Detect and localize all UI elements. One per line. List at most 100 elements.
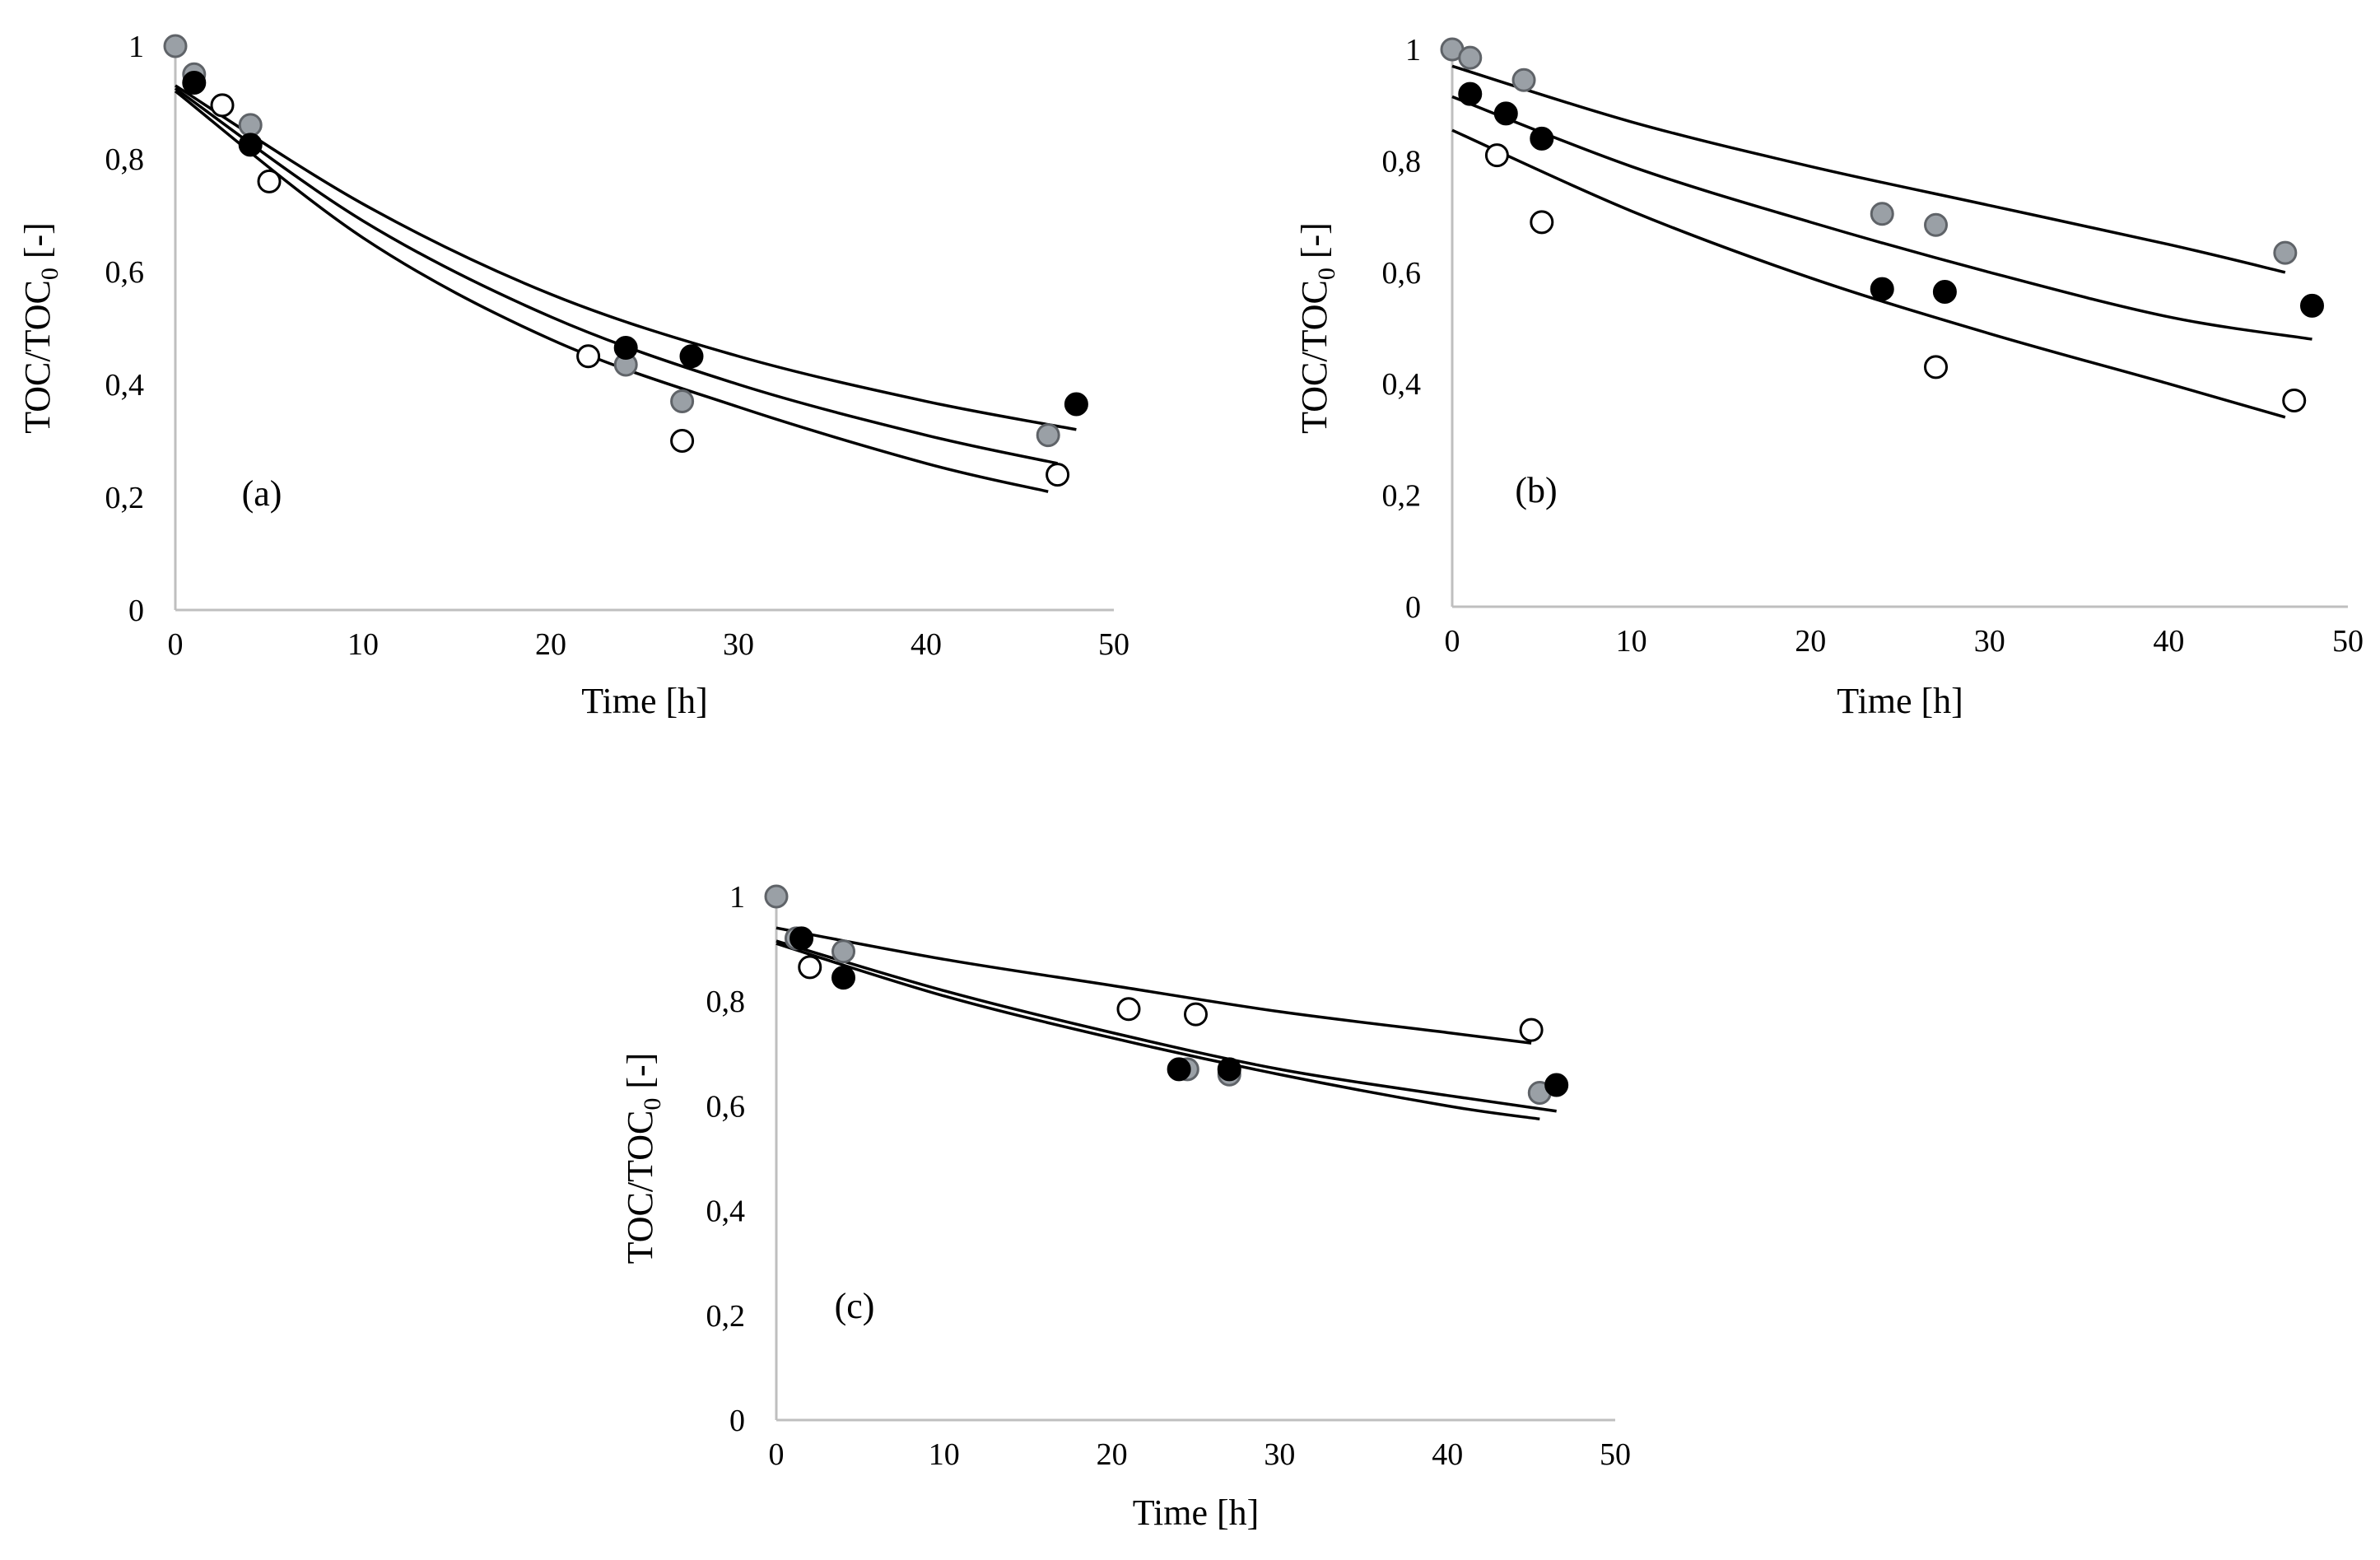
x-axis-title: Time [h] (1133, 1492, 1260, 1533)
y-axis-title-suffix: [-] (17, 222, 58, 268)
y-axis-title: TOC/TOC0 [-] (620, 1053, 666, 1264)
x-tick-label: 40 (1432, 1437, 1463, 1472)
data-point-white (670, 429, 695, 453)
chart-panel-a: 0 10 20 30 40 50 0 0,2 0,4 0,6 0,8 1 Time [h] TOC/TOC… (17, 30, 1129, 721)
fit-curve-1 (775, 926, 1532, 1045)
data-point-gray (163, 34, 188, 58)
data-point-gray (1511, 68, 1536, 92)
fit-curve-2 (174, 86, 1058, 465)
data-point-black (789, 926, 814, 951)
y-tick-label: 0,4 (1382, 367, 1422, 402)
x-tick-label: 20 (1097, 1437, 1128, 1472)
y-tick-label: 0,6 (1382, 256, 1422, 291)
x-tick-label: 30 (1974, 624, 2005, 659)
fit-curve-3 (1451, 128, 2286, 419)
data-point-gray (2273, 240, 2298, 265)
panel-label: (a) (242, 473, 282, 514)
data-point-gray (1924, 212, 1949, 237)
fit-curve-3 (775, 942, 1540, 1121)
y-tick-label: 0,6 (706, 1089, 746, 1124)
data-point-gray (670, 389, 695, 414)
data-point-white (1116, 997, 1141, 1022)
data-point-white (1046, 463, 1070, 487)
data-point-black (831, 966, 856, 990)
x-tick-label: 0 (168, 627, 184, 662)
data-point-black (1217, 1057, 1241, 1082)
x-tick-label: 50 (2332, 624, 2364, 659)
y-tick-label: 1 (729, 880, 745, 915)
data-point-black (2299, 293, 2324, 318)
data-point-white (576, 344, 601, 369)
data-point-white (257, 169, 282, 193)
data-point-black (1932, 279, 1957, 304)
data-point-black (1544, 1073, 1569, 1097)
fit-curve-2 (775, 939, 1557, 1113)
fit-curve-1 (1451, 64, 2286, 274)
y-tick-label: 1 (1405, 33, 1421, 68)
data-point-white (210, 93, 235, 118)
data-point-black (1870, 277, 1894, 301)
data-point-gray (831, 939, 856, 964)
y-axis-title: TOC/TOC0 [-] (17, 222, 63, 434)
data-point-gray (764, 884, 789, 909)
y-tick-label: 0 (729, 1404, 745, 1438)
y-tick-label: 0 (128, 594, 144, 628)
x-tick-label: 0 (1445, 624, 1460, 659)
chart-panel-b: 0 10 20 30 40 50 0 0,2 0,4 0,6 0,8 1 Time [h] TOC/TOC… (1294, 33, 2364, 721)
y-axis-title-suffix: [-] (1294, 222, 1334, 268)
data-point-black (1167, 1057, 1191, 1082)
y-tick-label: 0,8 (706, 985, 746, 1019)
x-tick-label: 40 (2153, 624, 2184, 659)
data-point-black (182, 71, 207, 95)
x-tick-label: 30 (723, 627, 754, 662)
data-point-black (679, 344, 704, 369)
data-point-white (798, 955, 822, 980)
y-axis-title-main: TOC/TOC (1294, 280, 1334, 434)
data-point-white (1530, 210, 1554, 235)
y-tick-label: 0,4 (706, 1194, 746, 1229)
data-point-black (1458, 81, 1483, 106)
chart-panel-c: 0 10 20 30 40 50 0 0,2 0,4 0,6 0,8 1 Time [h] TOC/TOC… (620, 880, 1631, 1533)
y-tick-label: 0,6 (105, 255, 145, 290)
y-tick-label: 1 (128, 30, 144, 64)
y-axis-title-subscript: 0 (36, 268, 63, 280)
y-axis-title: TOC/TOC0 [-] (1294, 222, 1340, 434)
y-tick-label: 0,2 (105, 481, 145, 515)
y-tick-label: 0,2 (1382, 479, 1422, 514)
data-point-black (1493, 101, 1518, 126)
panel-label: (c) (835, 1286, 875, 1326)
data-point-white (2282, 389, 2307, 413)
x-tick-label: 20 (1795, 624, 1826, 659)
data-point-black (1530, 126, 1554, 151)
y-tick-label: 0 (1405, 590, 1421, 625)
y-axis-title-subscript: 0 (639, 1098, 666, 1111)
x-tick-label: 10 (347, 627, 379, 662)
x-tick-label: 40 (911, 627, 942, 662)
data-point-gray (238, 113, 263, 137)
x-tick-label: 30 (1264, 1437, 1295, 1472)
x-axis-title: Time [h] (1837, 681, 1963, 721)
y-axis-title-suffix: [-] (620, 1053, 660, 1098)
fit-curve-2 (1451, 95, 2312, 341)
y-tick-label: 0,8 (105, 142, 145, 177)
fit-curve-3 (174, 90, 1049, 493)
data-point-black (238, 133, 263, 157)
x-tick-label: 10 (1616, 624, 1647, 659)
data-point-gray (1870, 202, 1894, 226)
data-point-gray (1458, 45, 1483, 70)
panel-label: (b) (1515, 470, 1557, 510)
x-tick-label: 50 (1098, 627, 1129, 662)
x-tick-label: 50 (1600, 1437, 1631, 1472)
data-point-white (1519, 1017, 1544, 1042)
data-point-white (1924, 355, 1949, 380)
y-tick-label: 0,8 (1382, 144, 1422, 179)
y-tick-label: 0,4 (105, 368, 145, 403)
data-point-white (1484, 143, 1509, 168)
data-point-gray (1036, 423, 1060, 448)
data-point-black (613, 335, 638, 360)
x-tick-label: 10 (929, 1437, 960, 1472)
y-tick-label: 0,2 (706, 1299, 746, 1334)
y-axis-title-main: TOC/TOC (17, 280, 58, 434)
fit-curve-1 (175, 84, 1077, 431)
